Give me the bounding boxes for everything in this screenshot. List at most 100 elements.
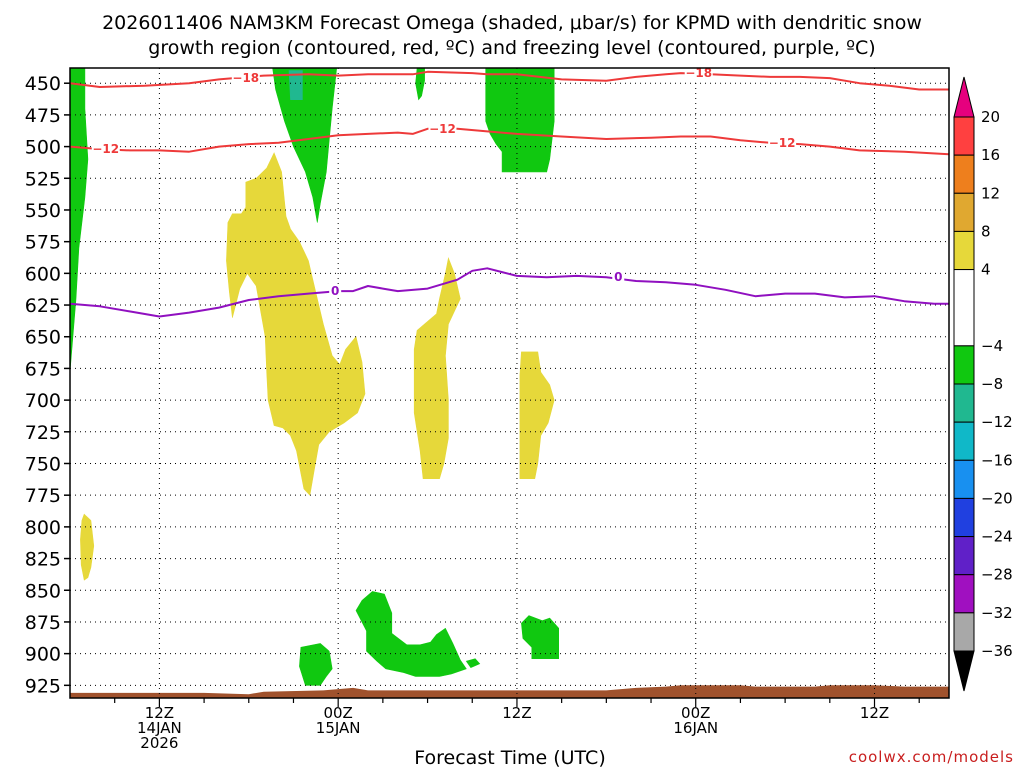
x-tick-label-6-2: 14JAN xyxy=(137,719,182,737)
colorbar-band--4-to-4 xyxy=(953,269,975,347)
colorbar-over-arrow xyxy=(953,76,975,118)
colorbar-band--20-to--16 xyxy=(953,459,975,499)
colorbar-label--16: −16 xyxy=(981,451,1013,469)
y-tick-label-750: 750 xyxy=(25,453,61,475)
site-credit: coolwx.com/models xyxy=(849,748,1014,766)
y-tick-label-475: 475 xyxy=(25,105,61,127)
y-tick-label-550: 550 xyxy=(25,200,61,222)
y-tick-label-575: 575 xyxy=(25,232,61,254)
pressure-axis: 450 475 500 525 550 575 600 625 650 675 700 725 750 7… xyxy=(25,73,70,697)
upward-motion-low-3 xyxy=(521,615,560,660)
minus-18-isotherm-label-bg-0 xyxy=(231,71,260,85)
chart-title-line-2: growth region (contoured, red, ºC) and f… xyxy=(148,37,875,59)
colorbar-label-4: 4 xyxy=(981,261,991,279)
omega-shading xyxy=(70,68,560,686)
upward-motion-low-1 xyxy=(299,643,333,686)
x-tick-label-18-1: 00Z xyxy=(323,704,352,722)
colorbar-band-12-to-16 xyxy=(953,154,975,194)
upward-motion-upper-core xyxy=(272,68,338,223)
sinking-motion-column-b xyxy=(413,257,461,480)
minus-12-isotherm-label-0: −12 xyxy=(92,142,119,156)
minus-18-isotherm xyxy=(70,70,949,91)
y-tick-label-775: 775 xyxy=(25,485,61,507)
colorbar-label-16: 16 xyxy=(981,146,1000,164)
y-tick-label-875: 875 xyxy=(25,612,61,634)
plot-background xyxy=(70,68,949,698)
x-tick-label-30-1: 12Z xyxy=(502,704,531,722)
y-tick-label-800: 800 xyxy=(25,517,61,539)
y-tick-label-675: 675 xyxy=(25,358,61,380)
minus-12-isotherm-label-bg-0 xyxy=(91,142,120,156)
sinking-motion-low-spot xyxy=(80,513,95,581)
x-tick-label-54-1: 12Z xyxy=(860,704,889,722)
strong-upward-motion-patch xyxy=(288,70,303,100)
y-tick-label-825: 825 xyxy=(25,549,61,571)
x-tick-label-6-3: 2026 xyxy=(140,734,178,752)
colorbar-band--24-to--20 xyxy=(953,497,975,538)
colorbar-band--8-to--4 xyxy=(953,345,975,385)
y-tick-label-650: 650 xyxy=(25,327,61,349)
y-tick-label-600: 600 xyxy=(25,263,61,285)
colorbar-label--28: −28 xyxy=(981,566,1013,584)
x-tick-label-18-2: 15JAN xyxy=(316,719,361,737)
colorbar-band-4-to-8 xyxy=(953,230,975,271)
colorbar-band-16-to-20 xyxy=(953,116,975,156)
freezing-level-label-1: 0 xyxy=(614,270,622,284)
colorbar-label-12: 12 xyxy=(981,184,1000,202)
y-tick-label-725: 725 xyxy=(25,422,61,444)
temperature-contours: −18 −18 −12 −12 −12 0 0 xyxy=(70,66,949,318)
colorbar-label--24: −24 xyxy=(981,528,1013,546)
freezing-level xyxy=(70,267,949,318)
y-tick-label-700: 700 xyxy=(25,390,61,412)
plot-frame xyxy=(69,67,950,699)
colorbar-band--28-to--24 xyxy=(953,536,975,576)
colorbar-label--8: −8 xyxy=(981,375,1003,393)
sinking-motion-column-a xyxy=(226,152,366,496)
freezing-level-label-bg-1 xyxy=(612,270,625,284)
minus-12-isotherm-label-2: −12 xyxy=(769,136,796,150)
colorbar-band--16-to--12 xyxy=(953,421,975,461)
chart-title-line-1: 2026011406 NAM3KM Forecast Omega (shaded… xyxy=(102,12,922,34)
colorbar-under-arrow xyxy=(953,650,975,692)
y-tick-label-925: 925 xyxy=(25,675,61,697)
y-tick-label-900: 900 xyxy=(25,644,61,666)
colorbar-label-8: 8 xyxy=(981,222,991,240)
upward-motion-low-2 xyxy=(355,591,467,677)
colorbar-label-20: 20 xyxy=(981,108,1000,126)
plot-area: −18 −18 −12 −12 −12 0 0 xyxy=(69,66,950,699)
y-tick-label-525: 525 xyxy=(25,168,61,190)
sinking-motion-column-c xyxy=(519,351,555,480)
x-axis-label: Forecast Time (UTC) xyxy=(414,747,605,768)
colorbar-label--32: −32 xyxy=(981,604,1013,622)
colorbar-band--12-to--8 xyxy=(953,383,975,423)
colorbar-band--32-to--28 xyxy=(953,574,975,614)
upward-motion-low-4 xyxy=(465,658,481,668)
freezing-level-label-0: 0 xyxy=(331,284,339,298)
ground-surface xyxy=(70,685,949,698)
terrain-layer xyxy=(70,685,949,698)
colorbar-band-8-to-12 xyxy=(953,192,975,232)
y-tick-label-500: 500 xyxy=(25,137,61,159)
colorbar-band--36-to--32 xyxy=(953,612,975,652)
y-tick-label-450: 450 xyxy=(25,73,61,95)
colorbar-label--12: −12 xyxy=(981,413,1013,431)
minus-18-isotherm-label-bg-1 xyxy=(684,68,713,80)
y-tick-label-625: 625 xyxy=(25,295,61,317)
minus-18-isotherm-label-0: −18 xyxy=(232,71,259,85)
dotted-grid xyxy=(70,68,949,698)
upward-motion-left-edge xyxy=(70,68,89,373)
x-tick-label-42-2: 16JAN xyxy=(673,719,718,737)
minus-18-isotherm-label-1: −18 xyxy=(685,66,712,80)
y-tick-label-850: 850 xyxy=(25,580,61,602)
colorbar-label--36: −36 xyxy=(981,642,1013,660)
minus-12-isotherm-label-bg-1 xyxy=(428,121,457,135)
minus-12-isotherm-label-bg-2 xyxy=(768,135,797,149)
minus-12-isotherm-label-1: −12 xyxy=(429,122,456,136)
colorbar-label--20: −20 xyxy=(981,489,1013,507)
colorbar-label--4: −4 xyxy=(981,337,1003,355)
upward-motion-upper-right xyxy=(485,68,555,173)
omega-colorbar: 20 16 12 8 4 −4 −8 −12 −16 −20 −24 −28 −32 −36 xyxy=(953,76,1013,692)
x-tick-label-42-1: 00Z xyxy=(681,704,710,722)
